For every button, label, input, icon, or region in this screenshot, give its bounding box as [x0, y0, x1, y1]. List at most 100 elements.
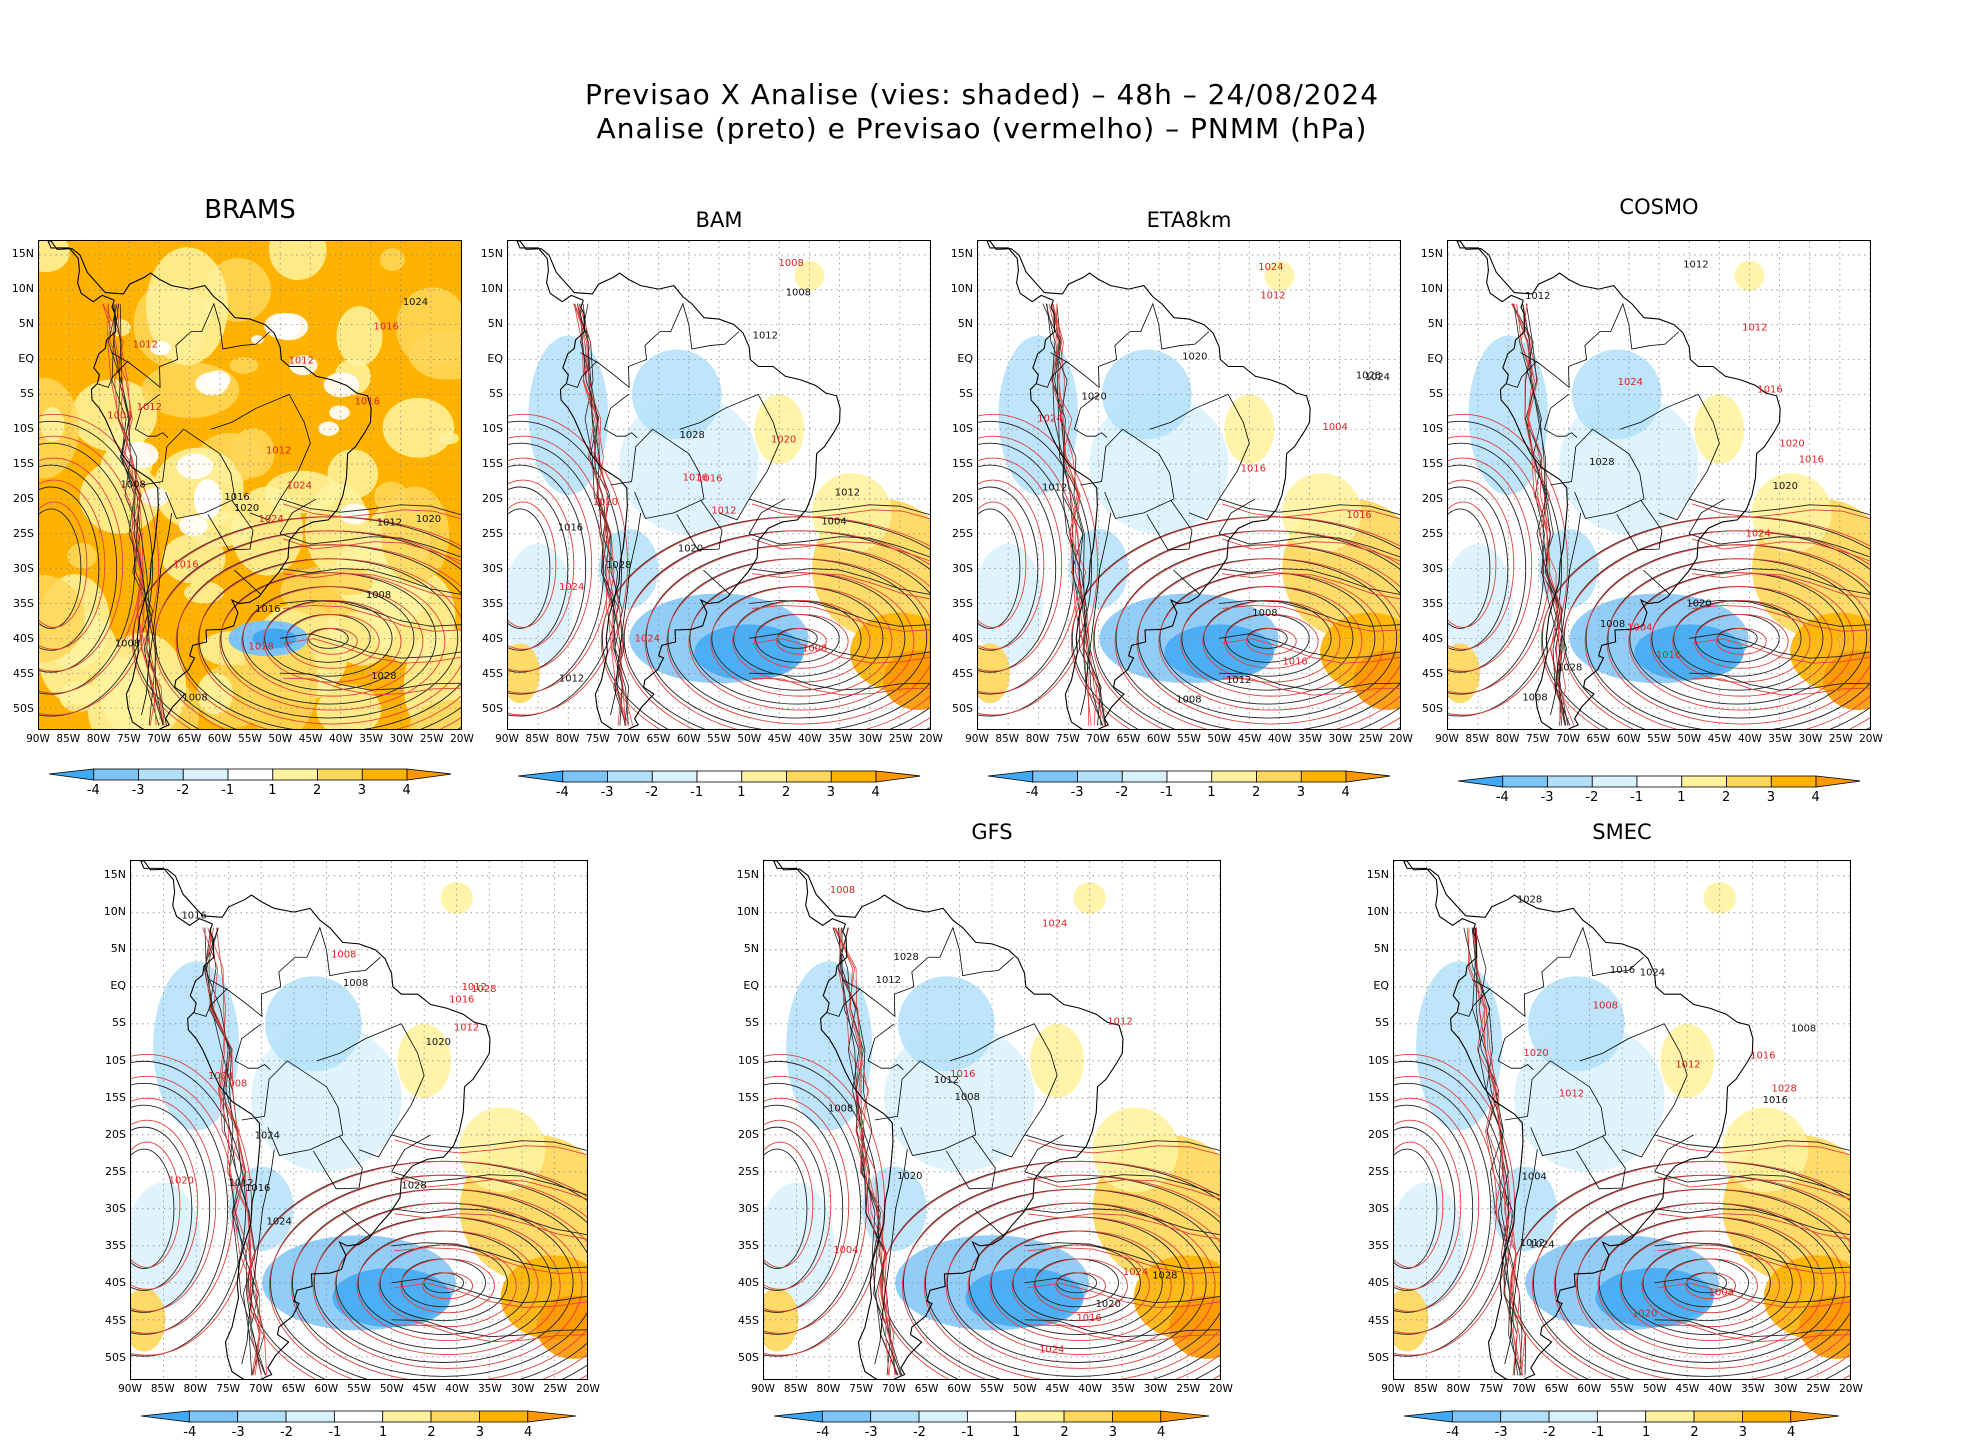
colorbar-tick-label: 3	[1738, 1425, 1747, 1440]
lon-tick-label: 60W	[1616, 733, 1641, 745]
lon-tick-label: 40W	[1737, 733, 1762, 745]
lon-tick-label: 70W	[1086, 733, 1111, 745]
forecast-map: 1012 1008 1012 1016 1020 1024 1028 1020 1012 1008…	[507, 240, 931, 730]
isobar-label: 1020	[1182, 351, 1207, 362]
lon-tick-label: 50W	[268, 733, 293, 745]
lon-tick-label: 35W	[1110, 1383, 1135, 1395]
isobar-label: 1016	[224, 492, 249, 503]
colorbar-tick-label: 2	[1721, 790, 1731, 805]
lon-tick-label: 35W	[1740, 1383, 1765, 1395]
isobar-label: 1020	[1082, 392, 1107, 403]
lon-tick-label: 75W	[849, 1383, 874, 1395]
main-title-line1: Previsao X Analise (vies: shaded) – 48h …	[584, 78, 1380, 111]
lat-tick-label: 30S	[482, 562, 503, 575]
lat-tick-label: 35S	[1422, 597, 1443, 610]
lat-tick-label: 20S	[1368, 1127, 1389, 1141]
lon-tick-label: 50W	[379, 1383, 404, 1395]
forecast-map: 1012 1012 1008 1016 1020 1016 1020 1024 1028 1024…	[977, 240, 1401, 730]
lon-tick-label: 45W	[767, 733, 792, 745]
isobar-label: 1016	[181, 911, 206, 922]
lat-tick-label: 40S	[105, 1276, 126, 1290]
isobar-label: 1008	[1709, 1287, 1734, 1298]
lat-tick-label: EQ	[487, 352, 503, 365]
isobar-label: 1016	[1656, 650, 1681, 661]
isobar-label: 1016	[683, 472, 708, 483]
lon-tick-label: 90W	[965, 733, 989, 745]
isobar-label: 1016	[1757, 384, 1782, 395]
lon-tick-label: 75W	[216, 1383, 241, 1395]
colorbar-tick-label: -3	[600, 785, 614, 800]
isobar-label: 1024	[559, 582, 584, 593]
lon-tick-label: 30W	[389, 733, 414, 745]
lat-tick-label: 5S	[1429, 387, 1443, 400]
isobar-label: 1012	[1683, 260, 1708, 271]
lat-tick-label: 50S	[952, 702, 973, 715]
lat-tick-label: 45S	[482, 667, 503, 680]
lon-tick-label: 85W	[150, 1383, 175, 1395]
isobar-label: 1016	[374, 322, 399, 333]
isobar-label: 1016	[950, 1069, 975, 1080]
isobar-label: 1028	[606, 560, 631, 571]
isobar-label: 1012	[559, 674, 584, 685]
lon-tick-label: 90W	[751, 1383, 775, 1395]
lat-tick-label: 20S	[952, 492, 973, 505]
lon-tick-label: 35W	[477, 1383, 502, 1395]
lat-tick-label: 10S	[1422, 422, 1443, 435]
isobar-label: 1004	[1522, 1172, 1547, 1183]
isobar-label: 1016	[1241, 463, 1266, 474]
colorbar-tick-label: 4	[1157, 1425, 1166, 1440]
lon-tick-label: 30W	[1798, 733, 1823, 745]
isobar-label: 1012	[454, 1023, 479, 1034]
isobar-label: 1008	[120, 479, 145, 490]
lon-tick-label: 40W	[797, 733, 822, 745]
isobar-label: 1008	[786, 287, 811, 298]
lon-tick-label: 50W	[1642, 1383, 1667, 1395]
isobar-label: 1028	[1152, 1271, 1177, 1282]
lat-tick-label: 40S	[738, 1276, 759, 1290]
lat-tick-label: EQ	[1427, 352, 1443, 365]
lat-tick-label: 30S	[13, 562, 34, 575]
lat-tick-label: 50S	[1368, 1350, 1389, 1364]
isobar-label: 1024	[1746, 529, 1771, 540]
lon-tick-label: 65W	[646, 733, 671, 745]
lat-tick-label: 5S	[1375, 1016, 1389, 1030]
lon-tick-label: 85W	[783, 1383, 808, 1395]
isobar-label: 1024	[287, 481, 312, 492]
isobar-label: 1008	[1522, 693, 1547, 704]
isobar-label: 1012	[266, 446, 291, 457]
colorbar-tick-label: -4	[86, 783, 100, 798]
lat-tick-label: 40S	[1422, 632, 1443, 645]
lat-tick-label: 15N	[11, 247, 34, 260]
forecast-map: 1012 1012 1008 1016 1020 1020 1028 1024 1008 1004…	[1447, 240, 1871, 730]
lon-tick-label: 55W	[1177, 733, 1201, 745]
lon-tick-label: 90W	[495, 733, 519, 745]
colorbar-tick-label: -4	[183, 1425, 197, 1440]
lat-tick-label: 5N	[743, 942, 759, 956]
isobar-label: 1028	[1517, 894, 1542, 905]
lat-tick-label: 15S	[1422, 457, 1443, 470]
lat-tick-label: 5S	[112, 1016, 126, 1030]
lat-tick-label: 45S	[952, 667, 973, 680]
isobar-label: 1004	[1323, 422, 1348, 433]
colorbar: -4 -3 -2 -1 1 2 3 4	[141, 1410, 577, 1442]
lon-tick-label: 20W	[576, 1383, 600, 1395]
isobar-label: 1008	[222, 1079, 247, 1090]
isobar-label: 1016	[1282, 657, 1307, 668]
lon-tick-label: 80W	[1446, 1383, 1471, 1395]
lat-tick-label: 20S	[1422, 492, 1443, 505]
isobar-label: 1024	[1529, 1240, 1554, 1251]
lon-tick-label: 55W	[980, 1383, 1004, 1395]
isobar-label: 1016	[355, 396, 380, 407]
colorbar-tick-label: 3	[1108, 1425, 1117, 1440]
lat-tick-label: 5N	[957, 317, 973, 330]
colorbar-tick-label: 4	[1787, 1425, 1796, 1440]
isobar-label: 1016	[1750, 1050, 1775, 1061]
lon-tick-label: 75W	[1479, 1383, 1504, 1395]
forecast-map: 1008 1008 1016 1012 1008 1016 1020 1028 1024 1012…	[38, 240, 462, 730]
lon-tick-label: 50W	[1207, 733, 1232, 745]
colorbar-tick-label: 3	[1296, 785, 1306, 800]
panel-title: BRAMS	[204, 195, 296, 225]
lat-tick-label: 15N	[1420, 247, 1443, 260]
map-canvas: 1012101210081016102010201028102410081004…	[1448, 241, 1870, 729]
isobar-label: 1012	[1260, 290, 1285, 301]
